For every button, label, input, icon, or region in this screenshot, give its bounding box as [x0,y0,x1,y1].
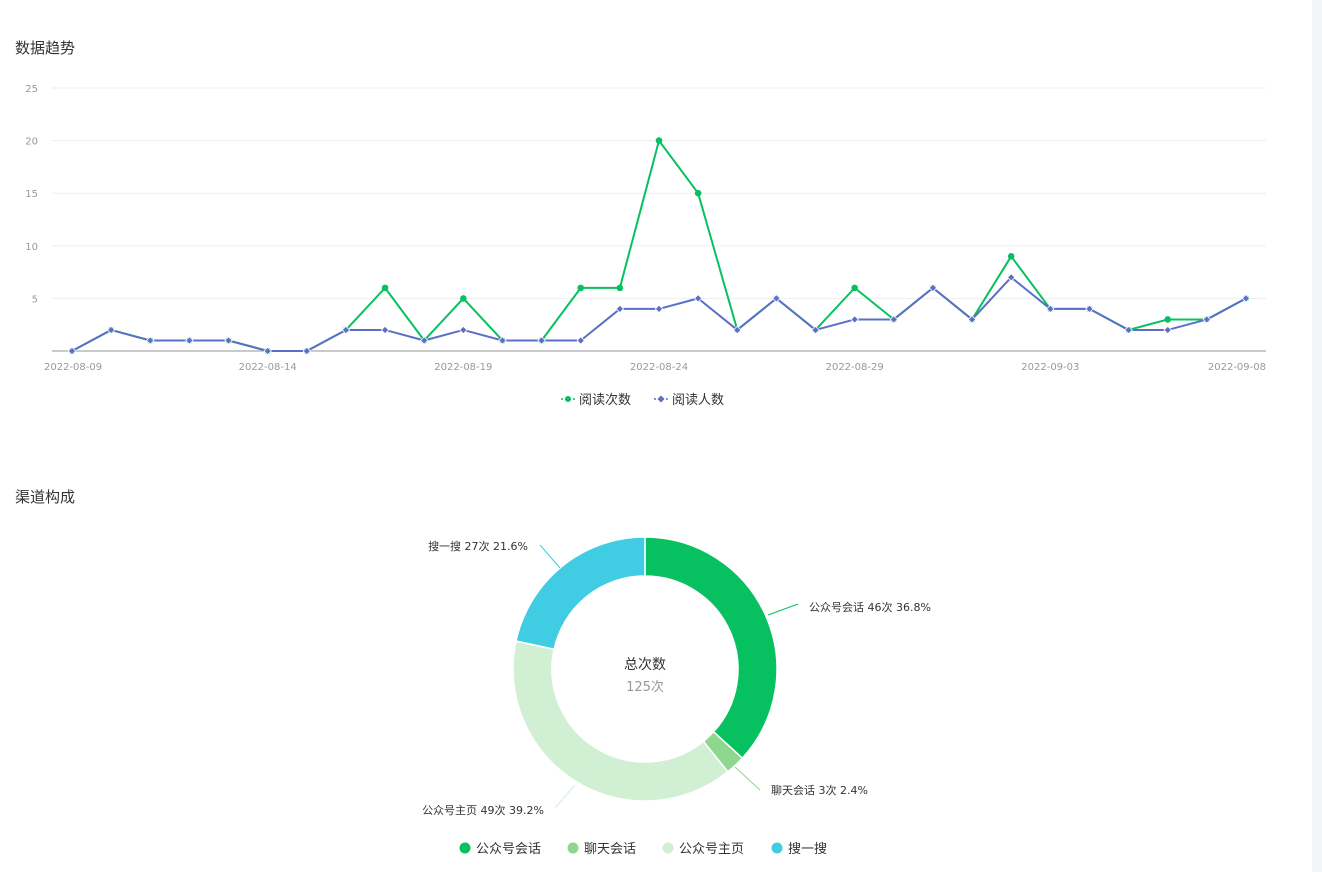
data-point[interactable] [302,346,312,356]
data-point[interactable] [1085,304,1094,314]
y-tick-label: 20 [25,137,38,148]
legend-item-2[interactable]: 阅读人数 [672,393,724,408]
data-point[interactable] [577,284,585,292]
data-point[interactable] [851,284,858,292]
scrollbar-track[interactable] [1312,0,1322,872]
data-point[interactable] [185,336,194,345]
data-point[interactable] [537,336,546,345]
pie-slice[interactable] [644,536,778,760]
data-point[interactable] [1006,273,1016,282]
legend-swatch [662,842,674,854]
pie-label-line [767,603,799,616]
y-tick-label: 25 [25,84,38,95]
pie-slice-label: 搜一搜 27次 21.6% [428,539,528,553]
data-point[interactable] [850,315,859,324]
trend-section-title: 数据趋势 [15,39,76,57]
legend-swatch [459,842,471,854]
legend-item-1[interactable]: 阅读次数 [579,392,631,408]
data-point[interactable] [615,304,625,314]
data-point[interactable] [1007,253,1015,260]
data-point[interactable] [106,325,116,335]
y-tick-label: 15 [25,189,38,200]
data-point[interactable] [381,284,389,292]
data-point[interactable] [655,137,663,144]
y-tick-label: 5 [32,294,38,305]
donut-center-title: 总次数 [624,657,666,673]
data-point[interactable] [1202,315,1212,324]
data-point[interactable] [616,284,624,292]
data-point[interactable] [380,325,390,335]
pie-slice[interactable] [515,536,646,651]
pie-label-line [539,544,561,569]
data-point[interactable] [460,295,467,302]
data-point[interactable] [419,336,429,345]
data-point[interactable] [67,346,77,356]
series-line-2 [71,276,1247,352]
data-point[interactable] [341,325,351,335]
data-point[interactable] [967,315,977,324]
data-point[interactable] [889,315,899,324]
data-point[interactable] [459,325,468,335]
data-point[interactable] [811,325,820,335]
data-point[interactable] [263,346,272,356]
legend-swatch [771,842,783,854]
pie-label-line [734,766,761,791]
x-tick-label: 2022-08-09 [44,362,102,373]
data-point[interactable] [694,189,702,197]
x-tick-label: 2022-08-19 [434,362,492,373]
pie-slice-label: 公众号会话 46次 36.8% [809,600,931,614]
pie-slice[interactable] [512,640,729,802]
data-point[interactable] [1046,304,1055,314]
data-point[interactable] [1124,325,1133,335]
data-point[interactable] [1163,325,1172,335]
data-point[interactable] [224,336,233,345]
data-point[interactable] [1164,316,1172,323]
data-point[interactable] [498,336,507,345]
pie-slice-label: 聊天会话 3次 2.4% [771,783,868,797]
data-point[interactable] [772,294,781,303]
legend-swatch [567,842,579,854]
x-tick-label: 2022-09-08 [1208,362,1266,373]
data-point[interactable] [654,304,664,314]
x-tick-label: 2022-08-29 [826,362,884,373]
x-tick-label: 2022-08-24 [630,362,688,373]
x-tick-label: 2022-08-14 [239,362,297,373]
y-tick-label: 10 [25,242,38,253]
data-point[interactable] [733,325,742,335]
pie-label-line [554,784,576,809]
legend-item-公众号主页[interactable]: 公众号主页 [679,842,744,857]
legend-item-公众号会话[interactable]: 公众号会话 [476,842,541,857]
pie-slice-label: 公众号主页 49次 39.2% [422,803,544,817]
legend-marker [565,396,571,402]
legend-item-搜一搜[interactable]: 搜一搜 [788,842,827,857]
data-point[interactable] [1241,294,1251,303]
data-point[interactable] [693,294,703,303]
channel-section-title: 渠道构成 [15,488,76,506]
donut-center-value: 125次 [626,679,664,695]
data-point[interactable] [576,336,585,345]
legend-marker [657,395,665,403]
x-tick-label: 2022-09-03 [1021,362,1079,373]
legend-item-聊天会话[interactable]: 聊天会话 [584,842,636,857]
data-point[interactable] [928,283,938,293]
data-point[interactable] [146,336,155,345]
